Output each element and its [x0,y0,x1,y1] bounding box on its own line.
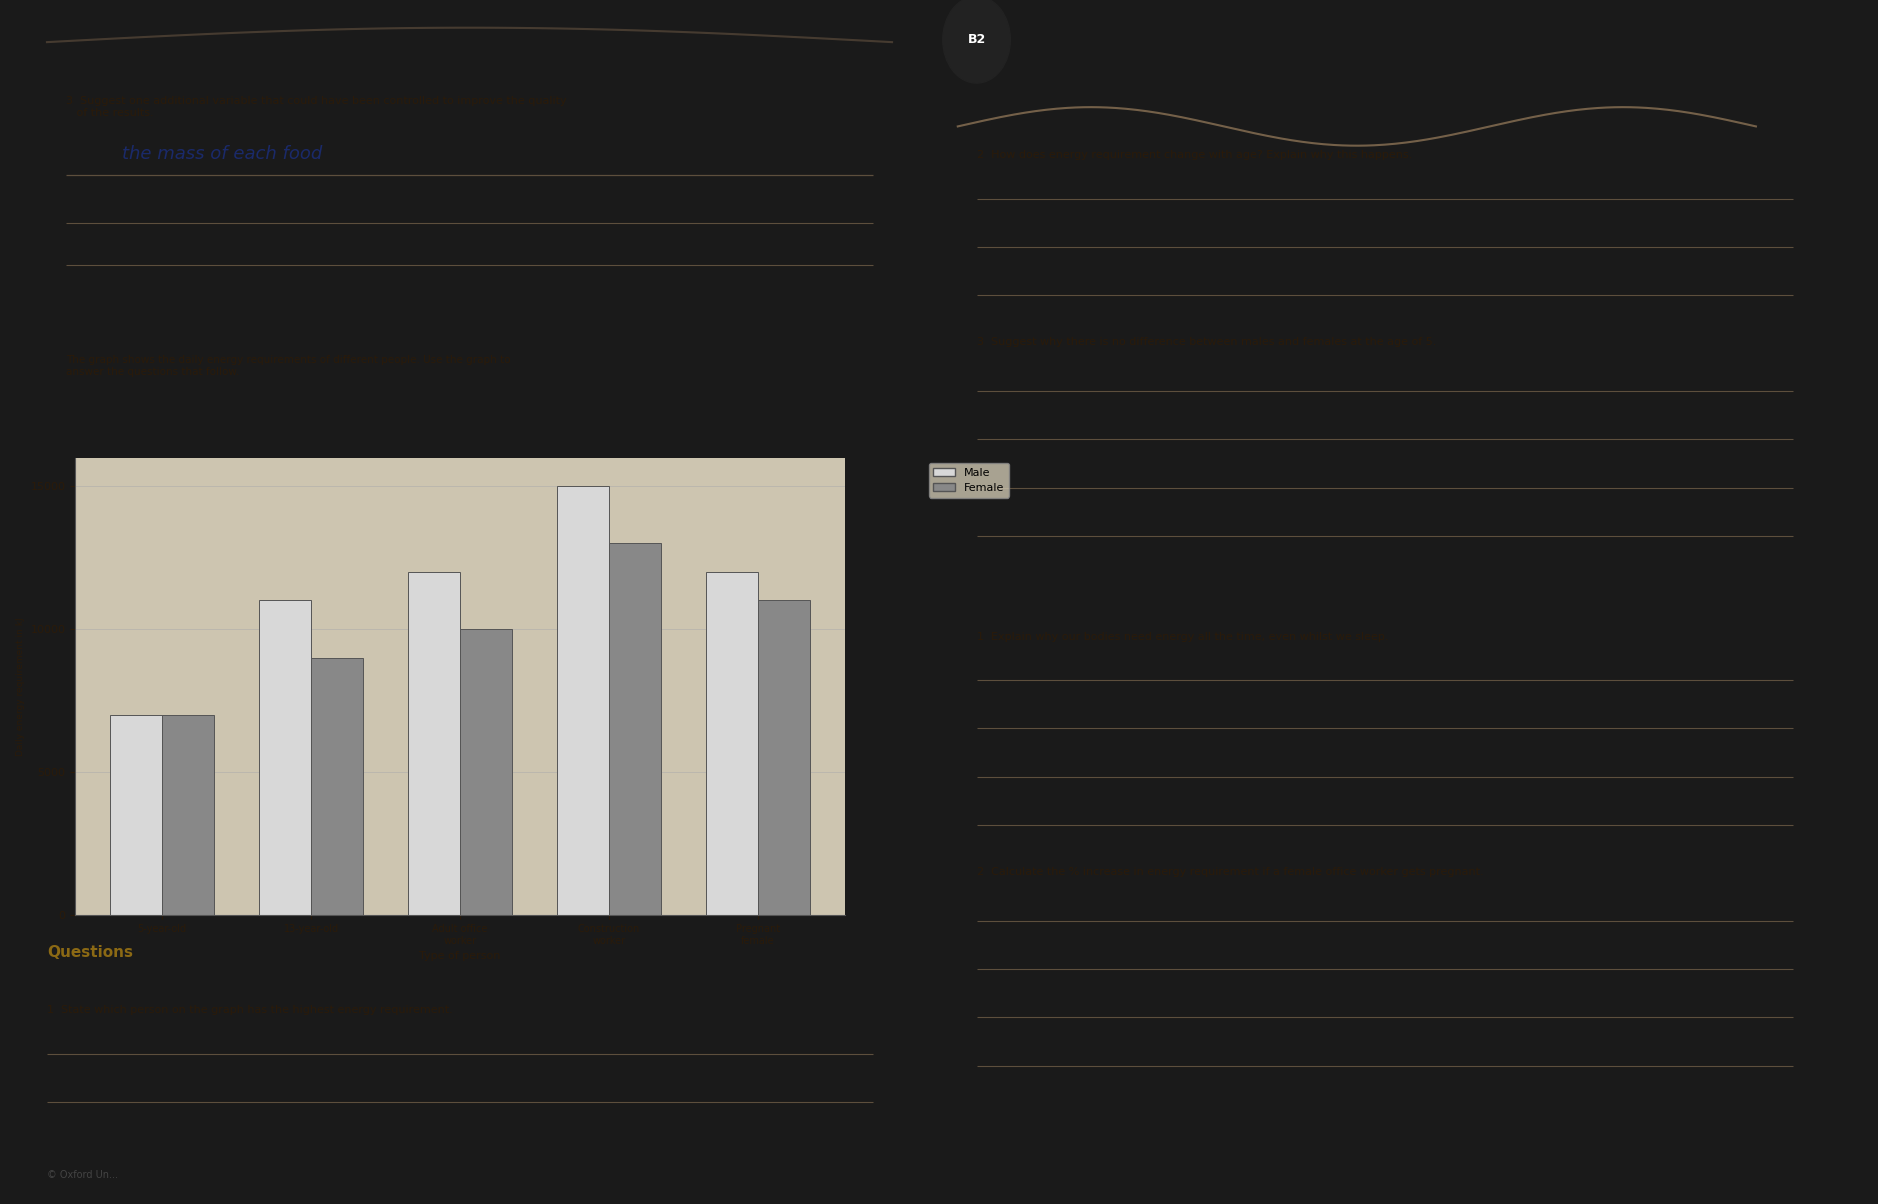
Bar [608,543,661,915]
Bar [162,715,214,915]
Bar [759,601,809,915]
Text: Task 2: Task 2 [66,307,115,321]
Text: 3  Suggest why there is no difference between males and females at the age of 5.: 3 Suggest why there is no difference bet… [977,337,1437,347]
Text: 1  Explain why our bodies need energy all the time, even whilst we sleep.: 1 Explain why our bodies need energy all… [977,632,1388,642]
Text: © Oxford Un...: © Oxford Un... [47,1170,118,1180]
Bar [460,628,513,915]
Text: Questions: Questions [47,945,133,960]
Bar [259,601,312,915]
Text: 1  State which person on the graph has the highest energy requirement.: 1 State which person on the graph has th… [47,1005,453,1015]
Y-axis label: Daily energy requirement in kJ: Daily energy requirement in kJ [15,616,24,756]
Text: the mass of each food: the mass of each food [122,144,323,163]
Bar [111,715,162,915]
Text: 2  Calculate the % increase in energy requirement if a female office worker gets: 2 Calculate the % increase in energy req… [977,867,1484,877]
Text: Extension: Extension [977,578,1061,592]
Text: The graph shows the daily energy requirements of different people. Use the graph: The graph shows the daily energy require… [66,355,511,377]
Bar [558,486,608,915]
Legend: Male, Female: Male, Female [928,464,1008,497]
Text: B2: B2 [967,34,986,46]
Title: Energy requirements of different groups: Energy requirements of different groups [317,441,603,454]
Bar [312,657,362,915]
Bar [408,572,460,915]
Text: Activate: Activate [1728,26,1835,51]
Text: 3  Suggest one additional variable that could have been controlled to improve th: 3 Suggest one additional variable that c… [66,96,567,118]
X-axis label: Type of person: Type of person [419,951,501,961]
Text: 1.3 Activity sheet: 1.3 Activity sheet [1033,26,1211,45]
Text: 2  How does energy requirement change with age? Explain why this happens.: 2 How does energy requirement change wit… [977,150,1412,160]
Circle shape [943,0,1010,83]
Bar [706,572,759,915]
